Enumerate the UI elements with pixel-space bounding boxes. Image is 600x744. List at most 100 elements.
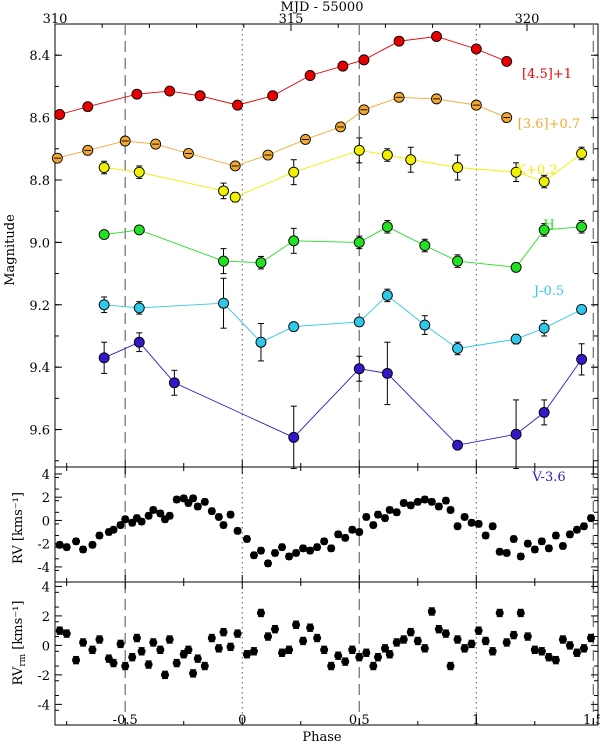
- rv-residual-axis-label-unit: [kms⁻¹]: [11, 601, 26, 654]
- series-line-K+0.2: [104, 149, 582, 198]
- data-point-rv-residuals: [313, 634, 322, 643]
- data-point-rv-residuals: [306, 623, 315, 632]
- data-point-light-curves: [510, 261, 522, 273]
- data-point-light-curves: [82, 101, 94, 113]
- phase-tick-label-2: 0.5: [349, 713, 370, 728]
- data-point-radial-velocity: [299, 544, 308, 553]
- data-point-radial-velocity: [249, 551, 258, 560]
- ytick-label-1-4: 4: [42, 468, 50, 483]
- data-point-radial-velocity: [373, 510, 382, 519]
- data-point-light-curves: [358, 54, 370, 66]
- data-point-radial-velocity: [495, 547, 504, 556]
- series-label-1: [3.6]+0.7: [518, 117, 580, 132]
- data-point-rv-residuals: [334, 651, 343, 660]
- data-point-rv-residuals: [62, 629, 71, 638]
- data-point-radial-velocity: [551, 531, 560, 540]
- data-point-radial-velocity: [467, 518, 476, 527]
- data-point-rv-residuals: [406, 628, 415, 637]
- data-point-rv-residuals: [214, 644, 223, 653]
- data-point-radial-velocity: [406, 501, 415, 510]
- data-point-radial-velocity: [544, 544, 553, 553]
- data-point-radial-velocity: [481, 531, 490, 540]
- data-point-rv-residuals: [165, 635, 174, 644]
- data-point-rv-residuals: [467, 639, 476, 648]
- data-point-rv-residuals: [373, 653, 382, 662]
- data-point-rv-residuals: [413, 636, 422, 645]
- data-point-rv-residuals: [184, 645, 193, 654]
- data-point-light-curves: [304, 70, 316, 81]
- data-point-light-curves: [419, 240, 431, 251]
- data-point-radial-velocity: [172, 495, 181, 504]
- data-point-radial-velocity: [441, 496, 450, 505]
- series-label-0: [4.5]+1: [522, 67, 572, 82]
- data-point-rv-residuals: [453, 635, 462, 644]
- data-point-light-curves: [98, 299, 110, 311]
- data-point-rv-residuals: [516, 608, 525, 617]
- data-point-radial-velocity: [62, 543, 71, 552]
- data-point-rv-residuals: [109, 659, 118, 668]
- data-point-radial-velocity: [219, 521, 228, 530]
- series-line-J-0.5: [104, 294, 582, 349]
- data-point-rv-residuals: [369, 662, 378, 671]
- data-point-rv-residuals: [271, 625, 280, 634]
- data-point-light-curves: [133, 336, 145, 348]
- data-point-light-curves: [393, 35, 405, 47]
- data-point-rv-residuals: [579, 644, 588, 653]
- data-point-rv-residuals: [530, 645, 539, 654]
- data-point-rv-residuals: [441, 629, 450, 638]
- ytick-label-2-2: 0: [42, 639, 50, 654]
- data-point-rv-residuals: [509, 631, 518, 640]
- data-point-light-curves: [288, 166, 300, 178]
- data-point-radial-velocity: [420, 495, 429, 504]
- data-point-radial-velocity: [313, 543, 322, 552]
- ytick-label-2-0: -4: [37, 698, 50, 713]
- data-point-radial-velocity: [95, 531, 104, 540]
- data-point-radial-velocity: [558, 541, 567, 550]
- panel-radial-velocity-frame: [54, 466, 599, 583]
- ytick-label-1-0: -4: [37, 561, 50, 576]
- data-point-radial-velocity: [413, 497, 422, 506]
- data-point-light-curves: [538, 224, 550, 236]
- data-point-rv-residuals: [219, 628, 228, 637]
- panel-rv-residuals-frame: [54, 581, 599, 726]
- data-point-radial-velocity: [392, 508, 401, 517]
- data-point-radial-velocity: [586, 514, 595, 523]
- data-point-rv-residuals: [72, 656, 81, 665]
- series-line-[4.5]+1: [59, 36, 507, 115]
- data-point-light-curves: [405, 154, 417, 166]
- ytick-label-0-1: 8.6: [29, 112, 50, 127]
- data-point-radial-velocity: [79, 545, 88, 554]
- data-point-light-curves: [452, 255, 464, 267]
- data-point-rv-residuals: [392, 638, 401, 647]
- data-point-radial-velocity: [516, 552, 525, 561]
- data-point-radial-velocity: [327, 544, 336, 553]
- data-point-radial-velocity: [55, 540, 64, 549]
- data-point-radial-velocity: [572, 525, 581, 534]
- data-point-radial-velocity: [355, 528, 364, 537]
- data-point-rv-residuals: [200, 662, 209, 671]
- data-point-radial-velocity: [72, 537, 81, 546]
- data-point-light-curves: [98, 352, 110, 364]
- data-point-radial-velocity: [144, 511, 153, 520]
- data-point-radial-velocity: [285, 552, 294, 561]
- data-point-rv-residuals: [79, 638, 88, 647]
- data-point-light-curves: [381, 367, 393, 379]
- data-point-radial-velocity: [109, 525, 118, 534]
- data-point-radial-velocity: [427, 497, 436, 506]
- data-point-radial-velocity: [189, 494, 198, 503]
- data-point-radial-velocity: [369, 521, 378, 530]
- data-point-rv-residuals: [121, 662, 130, 671]
- data-point-light-curves: [164, 85, 176, 97]
- data-point-rv-residuals: [95, 635, 104, 644]
- data-point-radial-velocity: [381, 514, 390, 523]
- data-point-light-curves: [381, 221, 393, 233]
- data-point-light-curves: [381, 289, 393, 301]
- data-point-rv-residuals: [292, 620, 301, 629]
- data-point-radial-velocity: [460, 512, 469, 521]
- data-point-radial-velocity: [233, 526, 242, 535]
- rv-residual-axis-label-sub: rm: [18, 653, 28, 666]
- data-point-light-curves: [98, 162, 110, 173]
- ytick-label-1-1: -2: [37, 538, 50, 553]
- data-point-light-curves: [576, 221, 588, 233]
- data-point-light-curves: [218, 185, 229, 197]
